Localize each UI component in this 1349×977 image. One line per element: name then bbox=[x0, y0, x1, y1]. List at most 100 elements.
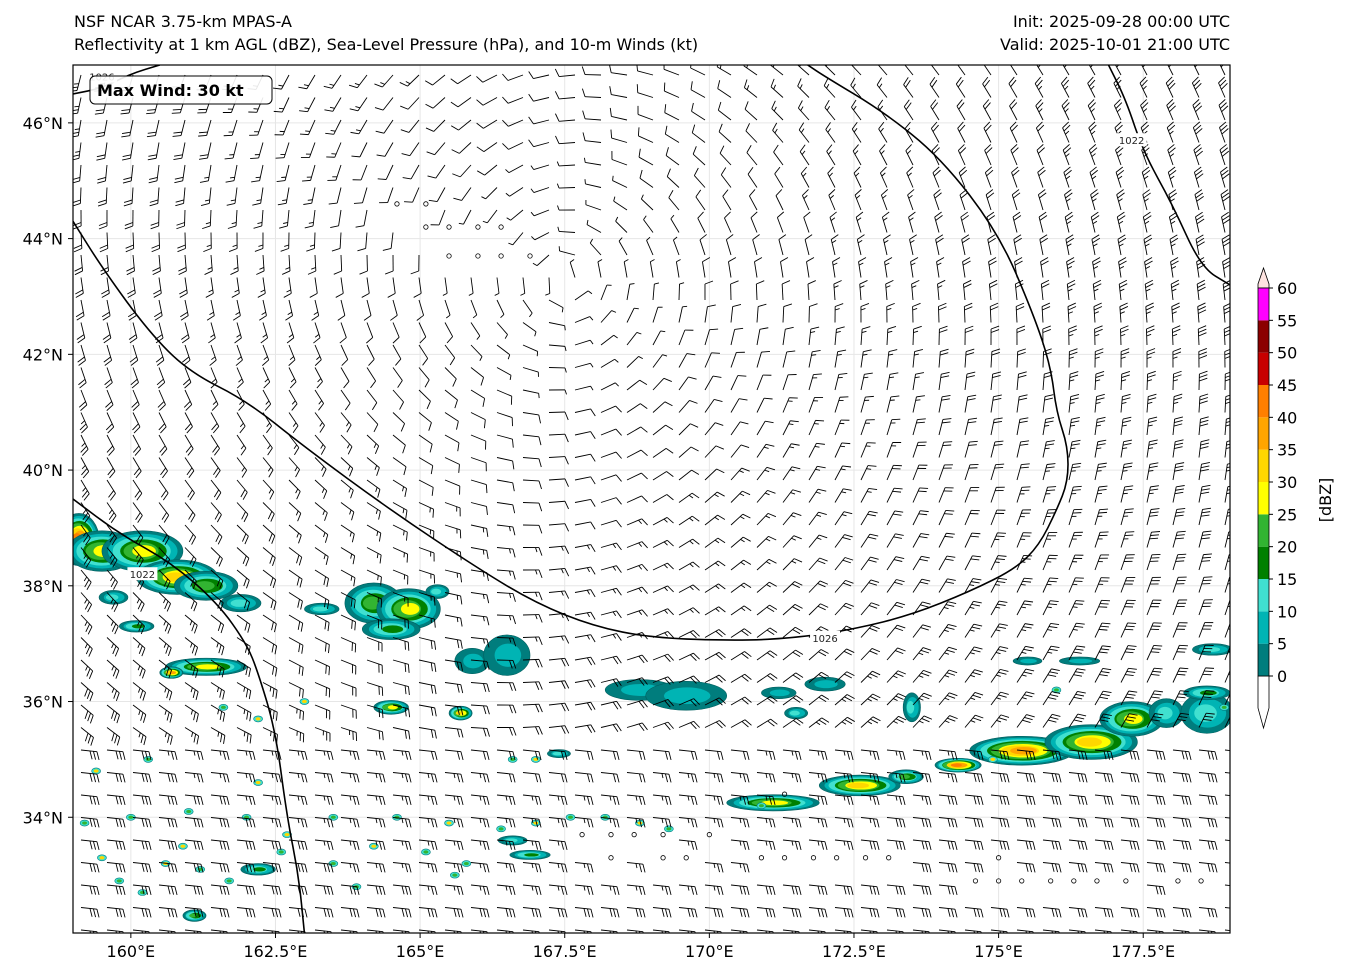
barb-feather bbox=[349, 531, 352, 537]
wind-barb bbox=[555, 135, 576, 145]
barb-feather bbox=[935, 234, 944, 240]
barb-feather bbox=[813, 373, 822, 376]
barb-feather bbox=[1068, 306, 1077, 311]
barb-feather bbox=[1146, 348, 1156, 352]
wind-barb bbox=[1172, 462, 1185, 481]
wind-barb bbox=[288, 434, 300, 456]
barb-shaft bbox=[912, 533, 922, 548]
barb-shaft bbox=[314, 367, 323, 382]
echo-ring bbox=[1202, 646, 1221, 652]
wind-barb bbox=[1094, 416, 1106, 436]
barb-feather bbox=[956, 99, 963, 107]
wind-barb bbox=[782, 558, 803, 571]
barb-shaft bbox=[236, 502, 249, 515]
barb-shaft bbox=[1068, 464, 1074, 481]
barb-feather bbox=[1143, 192, 1151, 199]
barb-shaft bbox=[956, 105, 966, 121]
barb-feather bbox=[609, 65, 612, 73]
barb-feather bbox=[97, 203, 107, 207]
barb-feather bbox=[341, 359, 349, 366]
wind-barb bbox=[502, 96, 524, 104]
barb-shaft bbox=[412, 187, 420, 203]
barb-shaft bbox=[834, 557, 846, 571]
wind-barb bbox=[1224, 348, 1230, 368]
wind-barb bbox=[678, 515, 700, 526]
model-title: NSF NCAR 3.75-km MPAS-A bbox=[74, 12, 292, 31]
barb-shaft bbox=[1218, 105, 1226, 121]
barb-shaft bbox=[912, 396, 917, 413]
wind-barb bbox=[482, 209, 498, 224]
barb-shaft bbox=[548, 344, 565, 347]
wind-barb bbox=[132, 592, 145, 612]
wind-barb bbox=[184, 547, 197, 567]
barb-shaft bbox=[236, 389, 245, 405]
wind-barb bbox=[528, 139, 550, 148]
barb-shaft bbox=[548, 322, 565, 327]
calm-circle bbox=[1019, 878, 1025, 884]
wind-barb bbox=[1115, 144, 1124, 166]
barb-shaft bbox=[652, 330, 661, 346]
barb-feather bbox=[1144, 198, 1149, 202]
barb-shaft bbox=[340, 569, 356, 579]
calm-circle bbox=[758, 855, 765, 861]
wind-barb bbox=[808, 580, 829, 593]
barb-feather bbox=[1066, 198, 1071, 202]
barb-shaft bbox=[752, 239, 758, 256]
barb-shaft bbox=[158, 434, 168, 450]
barb-feather bbox=[482, 220, 488, 224]
wind-barb bbox=[1010, 144, 1019, 166]
wind-barb bbox=[782, 581, 803, 593]
wind-barb bbox=[771, 100, 784, 121]
barb-feather bbox=[1016, 329, 1026, 333]
wind-barb bbox=[1094, 531, 1109, 548]
barb-feather bbox=[936, 262, 942, 266]
echo-ring bbox=[226, 879, 232, 883]
barb-shaft bbox=[1198, 554, 1204, 571]
barb-feather bbox=[1095, 348, 1104, 352]
barb-shaft bbox=[1221, 239, 1226, 256]
barb-feather bbox=[77, 356, 85, 363]
barb-feather bbox=[1065, 130, 1070, 135]
wind-barb bbox=[964, 348, 975, 368]
wind-barb bbox=[611, 150, 628, 166]
barb-feather bbox=[138, 559, 144, 568]
barb-feather bbox=[1067, 288, 1073, 292]
wind-barb bbox=[150, 209, 160, 230]
barb-shaft bbox=[1198, 419, 1201, 436]
barb-feather bbox=[1064, 85, 1069, 90]
barb-feather bbox=[156, 378, 164, 386]
barb-shaft bbox=[626, 307, 635, 323]
wind-barb bbox=[1042, 532, 1058, 548]
barb-shaft bbox=[262, 569, 276, 581]
echo-ring bbox=[1053, 688, 1059, 692]
barb-feather bbox=[689, 399, 698, 404]
barb-shaft bbox=[807, 284, 810, 301]
barb-feather bbox=[812, 350, 821, 353]
barb-shaft bbox=[533, 187, 550, 193]
barb-feather bbox=[1117, 153, 1122, 157]
barb-shaft bbox=[988, 261, 992, 278]
barb-feather bbox=[1172, 351, 1182, 356]
barb-feather bbox=[528, 139, 534, 147]
echo-ring bbox=[568, 815, 574, 819]
barb-shaft bbox=[652, 517, 668, 526]
wind-barb bbox=[574, 385, 594, 391]
wind-barb bbox=[223, 119, 238, 137]
barb-shaft bbox=[730, 352, 737, 368]
barb-feather bbox=[624, 259, 629, 263]
barb-shaft bbox=[704, 514, 718, 526]
barb-shaft bbox=[808, 488, 819, 503]
barb-feather bbox=[829, 211, 837, 218]
wind-barb bbox=[340, 502, 355, 521]
barb-shaft bbox=[358, 119, 368, 135]
barb-feather bbox=[82, 471, 90, 479]
wind-barb bbox=[964, 555, 981, 571]
barb-feather bbox=[351, 155, 361, 158]
barb-shaft bbox=[668, 197, 680, 211]
barb-shaft bbox=[756, 397, 765, 413]
barb-feather bbox=[344, 402, 351, 411]
barb-shaft bbox=[860, 488, 870, 503]
wind-barb bbox=[80, 434, 89, 456]
barb-shaft bbox=[158, 479, 169, 494]
barb-feather bbox=[828, 172, 833, 177]
